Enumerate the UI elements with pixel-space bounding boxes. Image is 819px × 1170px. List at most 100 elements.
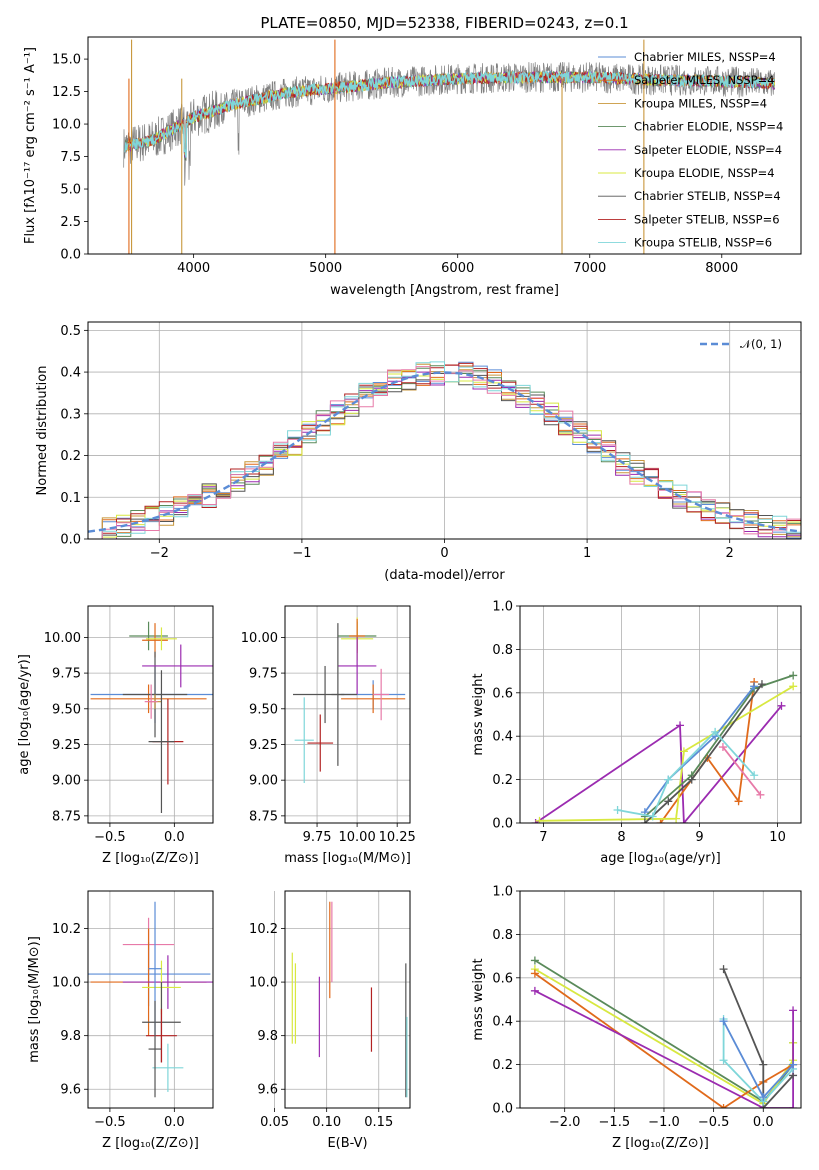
x-tick-label: 9.75 xyxy=(303,830,332,845)
y-tick-label: 9.8 xyxy=(60,1029,81,1044)
mass-weight-line xyxy=(617,730,755,818)
plus-marker xyxy=(719,1056,728,1065)
x-tick-label: 10 xyxy=(769,830,786,845)
plot-area xyxy=(88,901,213,1098)
y-tick-label: 0.0 xyxy=(60,533,81,548)
x-tick-label: −0.5 xyxy=(94,830,126,845)
y-tick-label: 8.75 xyxy=(52,809,81,824)
y-tick-label: 0.0 xyxy=(60,248,81,263)
plus-marker xyxy=(664,797,673,806)
panel-xlabel: E(B-V) xyxy=(327,1136,367,1151)
y-tick-label: 9.25 xyxy=(249,738,278,753)
plus-marker xyxy=(640,819,649,823)
x-tick-label: 0.15 xyxy=(364,1115,393,1130)
y-tick-label: 9.50 xyxy=(249,702,278,717)
y-tick-label: 15.0 xyxy=(52,53,81,68)
x-tick-label: 9 xyxy=(695,830,703,845)
mass-weight-line xyxy=(722,968,794,1108)
y-tick-label: 0.4 xyxy=(492,1015,513,1030)
legend-entry: Kroupa ELODIE, NSSP=4 xyxy=(634,166,775,180)
y-tick-label: 0.0 xyxy=(492,1102,513,1117)
x-tick-label: 10.00 xyxy=(339,830,376,845)
panel-xlabel: Z [log₁₀(Z/Z⊙)] xyxy=(102,1136,199,1151)
legend-entry: Kroupa STELIB, NSSP=6 xyxy=(634,236,772,250)
plus-marker xyxy=(789,1104,798,1108)
x-tick-label: 7 xyxy=(539,830,547,845)
y-tick-label: 10.0 xyxy=(52,976,81,991)
x-tick-label: 1 xyxy=(583,546,591,561)
model-spectrum-kroupa-stelib xyxy=(124,69,775,158)
panel-ylabel: mass weight xyxy=(471,958,486,1040)
panel-xlabel: age [log₁₀(age/yr)] xyxy=(600,851,721,866)
axes-frame xyxy=(87,890,214,1109)
plus-marker xyxy=(789,682,798,691)
y-tick-label: 10.0 xyxy=(249,976,278,991)
plot-area xyxy=(293,617,406,784)
y-tick-label: 9.50 xyxy=(52,702,81,717)
legend-entry: Chabrier MILES, NSSP=4 xyxy=(634,50,776,64)
y-tick-label: 0.3 xyxy=(60,407,81,422)
x-tick-label: 0.10 xyxy=(312,1115,341,1130)
spectrum-ylabel: Flux [fλ10⁻¹⁷ erg cm⁻² s⁻¹ A⁻¹] xyxy=(23,47,38,244)
panel-ylabel: mass [log₁₀(M/M⊙)] xyxy=(27,936,42,1063)
y-tick-label: 0.2 xyxy=(492,773,513,788)
y-tick-label: 0.2 xyxy=(60,449,81,464)
x-tick-label: −2.0 xyxy=(549,1115,581,1130)
mass-weight-vs-metallicity-panel: −2.0 −1.5 −1.0 −0.5 0.0 0.0 0.2 0.4 0.6 0.8 1.0 Z [… xyxy=(471,885,802,1151)
axes-frame xyxy=(519,605,802,824)
y-tick-label: 9.00 xyxy=(249,774,278,789)
y-tick-label: 0.6 xyxy=(492,686,513,701)
plus-marker xyxy=(679,819,688,823)
y-tick-label: 10.2 xyxy=(52,922,81,937)
y-tick-label: 10.0 xyxy=(52,118,81,133)
x-tick-label: 6000 xyxy=(441,261,474,276)
spectrum-title: PLATE=0850, MJD=52338, FIBERID=0243, z=0… xyxy=(260,14,628,32)
y-tick-label: 1.0 xyxy=(492,600,513,615)
mass-weight-line xyxy=(534,972,794,1108)
axes-frame xyxy=(87,605,214,824)
plus-marker xyxy=(750,771,759,780)
x-tick-label: 10.25 xyxy=(379,830,416,845)
y-tick-label: 8.75 xyxy=(249,809,278,824)
mass-weight-line xyxy=(722,746,762,796)
y-tick-label: 0.4 xyxy=(492,730,513,745)
y-tick-label: 0.4 xyxy=(60,366,81,381)
histogram-xlabel: (data-model)/error xyxy=(384,568,505,583)
legend-entry: Chabrier ELODIE, NSSP=4 xyxy=(634,120,783,134)
plus-marker xyxy=(718,743,727,752)
mass-weight-line xyxy=(644,674,794,818)
plus-marker xyxy=(789,1060,798,1069)
panel-xlabel: Z [log₁₀(Z/Z⊙)] xyxy=(102,851,199,866)
x-tick-label: 4000 xyxy=(177,261,210,276)
plot-area xyxy=(291,901,408,1098)
plot-area xyxy=(530,956,798,1108)
axes-frame xyxy=(519,890,802,1109)
x-tick-label: −2 xyxy=(150,546,169,561)
plus-marker xyxy=(719,1017,728,1026)
plus-marker xyxy=(648,812,657,821)
legend-entry: Kroupa MILES, NSSP=4 xyxy=(634,96,767,110)
y-tick-label: 9.6 xyxy=(60,1083,81,1098)
plus-marker xyxy=(676,721,685,730)
spectrum-xlabel: wavelength [Angstrom, rest frame] xyxy=(330,283,559,298)
panel-ylabel: mass weight xyxy=(471,673,486,755)
mass-weight-line xyxy=(644,683,763,823)
y-tick-label: 9.25 xyxy=(52,738,81,753)
y-tick-label: 0.2 xyxy=(492,1058,513,1073)
mass-vs-metallicity-panel: −0.5 0.0 9.6 9.8 10.0 10.2 Z [log₁₀(Z/Z⊙)] mass… xyxy=(27,890,214,1151)
y-tick-label: 0.8 xyxy=(492,643,513,658)
age-vs-mass-panel: 9.75 10.00 10.258.759.009.259.509.7510.00m… xyxy=(241,605,416,866)
spectrum-legend: Chabrier MILES, NSSP=4 Salpeter MILES, NS… xyxy=(598,50,783,250)
axes-frame xyxy=(284,605,411,824)
plus-marker xyxy=(756,790,765,799)
age-vs-metallicity-panel: −0.5 0.0 8.75 9.00 9.25 9.50 9.75 10.00 Z [log₁₀… xyxy=(17,605,214,866)
x-tick-label: 0.0 xyxy=(164,830,185,845)
plus-marker xyxy=(656,819,665,823)
plus-marker xyxy=(777,701,786,710)
y-tick-label: 0.8 xyxy=(492,928,513,943)
y-tick-label: 12.5 xyxy=(52,85,81,100)
plus-marker xyxy=(613,805,622,814)
histogram-ylabel: Normed distribution xyxy=(35,366,50,496)
mass-weight-line xyxy=(659,681,756,823)
y-tick-label: 10.2 xyxy=(249,922,278,937)
